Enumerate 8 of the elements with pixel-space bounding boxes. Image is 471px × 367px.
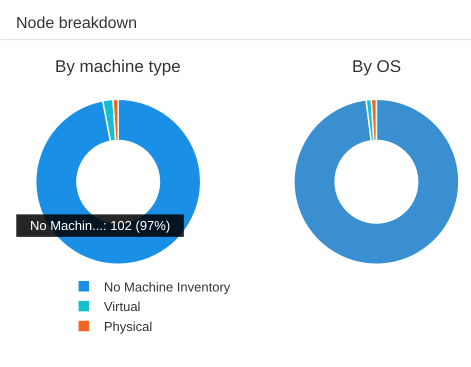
legend-label: Virtual (104, 299, 141, 314)
chart-title: By OS (352, 57, 402, 76)
chart-title: By machine type (55, 57, 181, 76)
legend-label: Physical (104, 319, 152, 334)
text: No Machin...: 102 (97%) (30, 218, 170, 233)
donut-slice (293, 98, 460, 265)
legend-label: No Machine Inventory (104, 279, 231, 294)
text: Node breakdown (16, 15, 137, 32)
